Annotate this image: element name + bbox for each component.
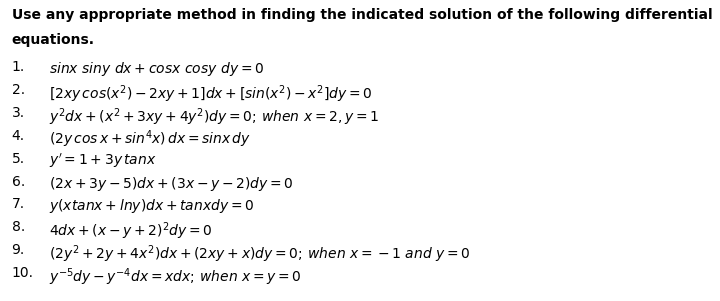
Text: equations.: equations. xyxy=(12,33,94,47)
Text: Use any appropriate method in finding the indicated solution of the following di: Use any appropriate method in finding th… xyxy=(12,8,712,23)
Text: $sinx\ siny\ dx + cosx\ cosy\ dy = 0$: $sinx\ siny\ dx + cosx\ cosy\ dy = 0$ xyxy=(49,60,264,78)
Text: 2.: 2. xyxy=(12,83,24,97)
Text: $y^2dx + (x^2 + 3xy + 4y^2)dy = 0;\, when\ x = 2, y = 1$: $y^2dx + (x^2 + 3xy + 4y^2)dy = 0;\, whe… xyxy=(49,106,379,128)
Text: $(2x + 3y - 5)dx + (3x - y - 2)dy = 0$: $(2x + 3y - 5)dx + (3x - y - 2)dy = 0$ xyxy=(49,175,294,193)
Text: $y^{-5}dy - y^{-4}dx = xdx;\, when\ x=y=0$: $y^{-5}dy - y^{-4}dx = xdx;\, when\ x=y=… xyxy=(49,266,302,288)
Text: $y(xtanx + lny)dx + tanxdy = 0$: $y(xtanx + lny)dx + tanxdy = 0$ xyxy=(49,197,254,216)
Text: 5.: 5. xyxy=(12,152,24,166)
Text: $y^{\prime} = 1 + 3y\,tanx$: $y^{\prime} = 1 + 3y\,tanx$ xyxy=(49,152,156,170)
Text: 4.: 4. xyxy=(12,129,24,143)
Text: 3.: 3. xyxy=(12,106,24,120)
Text: 9.: 9. xyxy=(12,243,24,257)
Text: $4dx + (x - y + 2)^2 dy = 0$: $4dx + (x - y + 2)^2 dy = 0$ xyxy=(49,220,212,242)
Text: 1.: 1. xyxy=(12,60,24,74)
Text: 7.: 7. xyxy=(12,197,24,212)
Text: 6.: 6. xyxy=(12,175,24,189)
Text: $(2y\,cos\,x + sin^4 x)\,dx = sinx\,dy$: $(2y\,cos\,x + sin^4 x)\,dx = sinx\,dy$ xyxy=(49,129,251,150)
Text: 10.: 10. xyxy=(12,266,34,280)
Text: $(2y^2 + 2y + 4x^2)dx + (2xy + x)dy = 0;\, when\ x=-1\ and\ y=0$: $(2y^2 + 2y + 4x^2)dx + (2xy + x)dy = 0;… xyxy=(49,243,471,265)
Text: 8.: 8. xyxy=(12,220,24,234)
Text: $[2xy\,cos(x^2) - 2xy + 1]dx + [sin(x^2) - x^2]dy = 0$: $[2xy\,cos(x^2) - 2xy + 1]dx + [sin(x^2)… xyxy=(49,83,372,105)
